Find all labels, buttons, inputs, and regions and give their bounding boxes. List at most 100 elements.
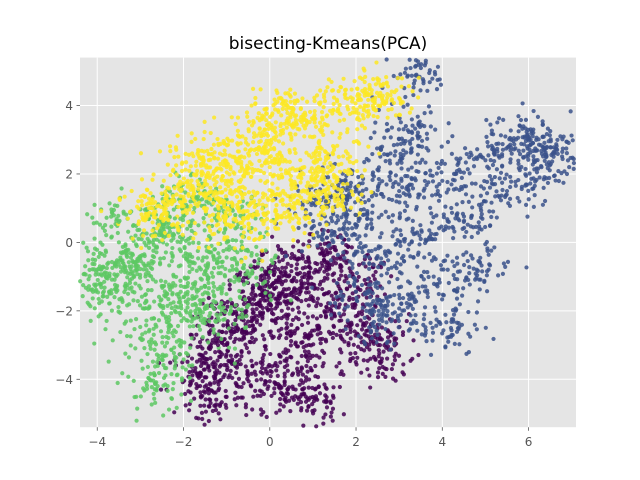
scatter-point-series-4 xyxy=(251,140,256,145)
scatter-point-series-1 xyxy=(359,347,364,352)
scatter-point-series-1 xyxy=(259,292,264,297)
scatter-point-series-2 xyxy=(485,164,490,169)
scatter-point-series-4 xyxy=(362,168,367,173)
scatter-point-series-3 xyxy=(212,247,217,252)
scatter-point-series-2 xyxy=(408,65,413,71)
scatter-point-series-2 xyxy=(469,253,474,258)
scatter-point-series-4 xyxy=(308,183,313,188)
scatter-point-series-3 xyxy=(153,400,158,405)
scatter-point-series-4 xyxy=(205,148,210,154)
scatter-point-series-3 xyxy=(92,202,97,207)
scatter-point-series-2 xyxy=(484,191,490,196)
scatter-point-series-3 xyxy=(176,264,181,269)
scatter-point-series-2 xyxy=(407,297,412,302)
scatter-point-series-2 xyxy=(423,171,428,176)
scatter-point-series-1 xyxy=(198,390,203,395)
scatter-point-series-1 xyxy=(371,273,376,278)
scatter-point-series-4 xyxy=(312,112,317,117)
scatter-point-series-2 xyxy=(446,187,451,192)
scatter-point-series-4 xyxy=(224,222,229,227)
scatter-point-series-1 xyxy=(285,391,291,396)
scatter-point-series-1 xyxy=(329,316,334,321)
scatter-point-series-1 xyxy=(295,401,300,406)
scatter-point-series-1 xyxy=(277,408,282,413)
scatter-point-series-2 xyxy=(384,57,389,62)
scatter-point-series-2 xyxy=(395,161,400,166)
scatter-point-series-3 xyxy=(103,327,108,332)
scatter-point-series-2 xyxy=(353,232,358,237)
scatter-point-series-1 xyxy=(338,371,343,377)
scatter-point-series-2 xyxy=(545,180,551,186)
scatter-point-series-4 xyxy=(315,145,320,150)
scatter-point-series-1 xyxy=(277,259,282,264)
scatter-point-series-1 xyxy=(295,369,300,374)
scatter-point-series-1 xyxy=(283,265,288,270)
scatter-point-series-4 xyxy=(270,111,275,116)
scatter-point-series-4 xyxy=(268,142,273,148)
scatter-point-series-2 xyxy=(509,179,514,184)
scatter-point-series-4 xyxy=(312,95,317,100)
scatter-point-series-3 xyxy=(132,274,137,279)
scatter-point-series-2 xyxy=(567,164,572,170)
scatter-point-series-4 xyxy=(212,115,217,120)
scatter-point-series-2 xyxy=(455,162,460,167)
scatter-point-series-2 xyxy=(407,57,412,62)
scatter-point-series-1 xyxy=(334,364,339,369)
scatter-point-series-1 xyxy=(348,329,353,334)
scatter-point-series-2 xyxy=(398,72,403,77)
scatter-point-series-3 xyxy=(227,244,232,249)
scatter-point-series-3 xyxy=(133,242,139,247)
scatter-point-series-1 xyxy=(275,373,280,379)
scatter-point-series-1 xyxy=(355,285,360,290)
scatter-point-series-4 xyxy=(294,98,300,103)
scatter-point-series-4 xyxy=(383,100,389,105)
scatter-point-series-2 xyxy=(368,135,373,141)
scatter-point-series-1 xyxy=(249,371,254,376)
scatter-point-series-2 xyxy=(501,117,506,122)
scatter-point-series-2 xyxy=(516,161,521,167)
scatter-point-series-4 xyxy=(269,123,274,128)
scatter-point-series-4 xyxy=(312,98,317,104)
scatter-point-series-4 xyxy=(252,147,257,153)
scatter-point-series-3 xyxy=(104,265,109,271)
scatter-point-series-2 xyxy=(428,352,434,357)
scatter-point-series-4 xyxy=(224,159,229,164)
scatter-point-series-3 xyxy=(228,305,234,310)
scatter-point-series-4 xyxy=(177,228,182,233)
scatter-point-series-3 xyxy=(249,271,254,276)
scatter-point-series-3 xyxy=(230,267,236,272)
scatter-point-series-2 xyxy=(381,312,387,317)
scatter-point-series-2 xyxy=(350,261,355,267)
scatter-point-series-3 xyxy=(99,285,104,290)
scatter-point-series-4 xyxy=(355,93,360,99)
scatter-point-series-1 xyxy=(322,382,327,387)
scatter-point-series-2 xyxy=(475,273,480,278)
scatter-point-series-1 xyxy=(292,328,298,333)
scatter-point-series-2 xyxy=(370,172,375,177)
scatter-point-series-2 xyxy=(508,160,513,165)
scatter-point-series-1 xyxy=(267,362,272,368)
scatter-point-series-3 xyxy=(259,267,264,272)
scatter-point-series-4 xyxy=(147,201,152,206)
scatter-point-series-2 xyxy=(432,69,437,75)
scatter-point-series-2 xyxy=(435,64,441,69)
scatter-point-series-1 xyxy=(266,275,272,280)
scatter-point-series-1 xyxy=(190,368,195,374)
scatter-point-series-3 xyxy=(100,242,105,247)
scatter-point-series-2 xyxy=(528,137,533,143)
scatter-point-series-1 xyxy=(401,362,406,367)
scatter-point-series-1 xyxy=(377,343,383,348)
scatter-point-series-1 xyxy=(279,308,284,313)
scatter-point-series-2 xyxy=(371,319,377,325)
scatter-point-series-3 xyxy=(152,347,157,352)
scatter-point-series-4 xyxy=(298,106,303,111)
scatter-point-series-4 xyxy=(196,147,201,153)
scatter-point-series-4 xyxy=(150,228,155,233)
scatter-point-series-2 xyxy=(469,214,474,219)
scatter-point-series-2 xyxy=(401,254,406,259)
scatter-point-series-1 xyxy=(275,244,281,249)
scatter-point-series-1 xyxy=(360,308,365,314)
scatter-point-series-4 xyxy=(249,162,254,167)
scatter-point-series-2 xyxy=(372,325,378,330)
scatter-point-series-3 xyxy=(206,249,211,254)
